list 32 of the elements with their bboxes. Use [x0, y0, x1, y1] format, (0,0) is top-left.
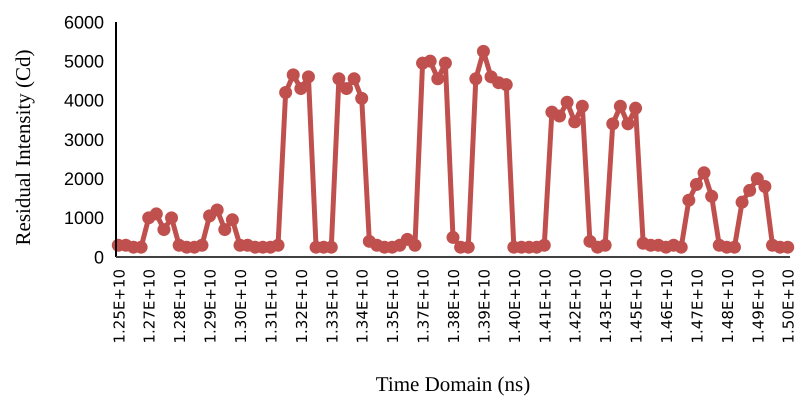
- x-tick-label: 1.30E+10: [232, 269, 250, 344]
- y-tick-label: 1000: [64, 208, 104, 228]
- x-tick-label: 1.28E+10: [171, 269, 190, 344]
- x-tick-label: 1.47E+10: [688, 269, 706, 344]
- x-axis-title: Time Domain (ns): [376, 372, 530, 396]
- x-tick-label: 1.41E+10: [536, 269, 554, 344]
- x-tick-label: 1.50E+10: [780, 269, 796, 344]
- y-tick-label: 4000: [64, 90, 104, 111]
- x-tick-label: 1.32E+10: [292, 269, 311, 344]
- x-tick-label: 1.33E+10: [323, 269, 342, 344]
- x-tick-label: 1.42E+10: [566, 269, 585, 344]
- x-tick-label: 1.43E+10: [597, 269, 616, 344]
- x-tick-label: 1.48E+10: [718, 269, 737, 344]
- x-tick-label: 1.27E+10: [140, 269, 159, 344]
- x-tick-label: 1.35E+10: [384, 269, 402, 344]
- x-tick-label: 1.29E+10: [202, 269, 220, 344]
- y-tick-label: 5000: [64, 51, 104, 72]
- y-axis-title: Residual Intensity (Cd): [11, 50, 35, 246]
- x-tick-label: 1.39E+10: [475, 269, 494, 344]
- x-tick-label: 1.37E+10: [414, 269, 433, 344]
- y-tick-label: 3000: [64, 130, 104, 150]
- x-tick-label: 1.25E+10: [110, 269, 128, 344]
- x-tick-label: 1.49E+10: [749, 269, 768, 344]
- x-tick-label: 1.45E+10: [628, 269, 646, 344]
- y-tick-label: 0: [94, 247, 104, 268]
- x-tick-label: 1.34E+10: [354, 269, 372, 344]
- x-tick-label: 1.38E+10: [445, 269, 463, 344]
- y-tick-label: 2000: [64, 168, 104, 189]
- y-tick-label: 6000: [64, 12, 104, 32]
- x-tick-label: 1.46E+10: [658, 269, 676, 344]
- x-tick-label: 1.40E+10: [506, 269, 524, 344]
- x-tick-label: 1.31E+10: [262, 269, 280, 344]
